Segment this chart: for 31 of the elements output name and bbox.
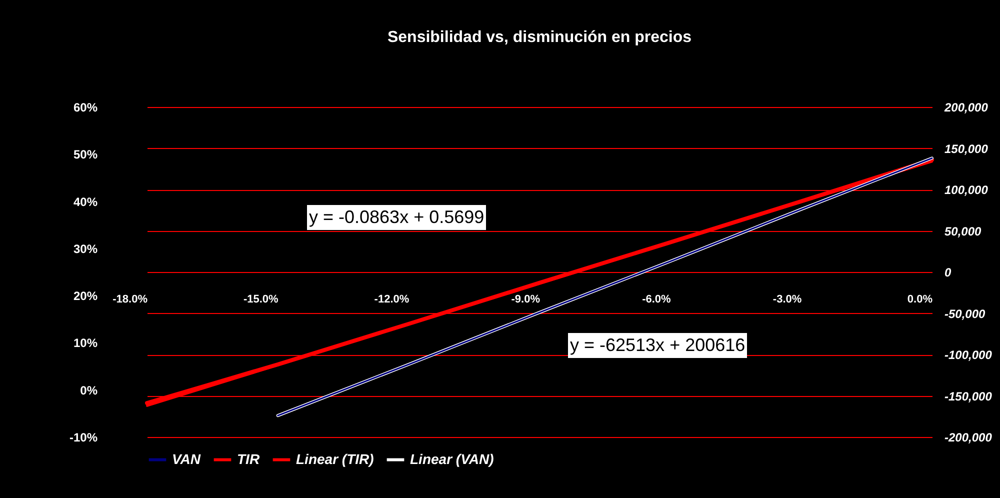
y-tick-label: 40% <box>73 194 98 209</box>
annotation: y = -0.0863x + 0.5699 <box>307 205 486 230</box>
x-tick-label: -6.0% <box>642 294 672 306</box>
y-tick-label: 20% <box>73 289 98 304</box>
x-tick-label: -18.0% <box>112 294 148 306</box>
y-tick-label: 0% <box>80 383 98 398</box>
y2-tick-label: -200,000 <box>944 430 992 444</box>
y2-tick-label: -100,000 <box>944 348 992 362</box>
y2-tick-label: 150,000 <box>944 142 988 156</box>
legend-label: VAN <box>172 450 202 467</box>
x-tick-label: -15.0% <box>243 294 279 306</box>
x-tick-label: -9.0% <box>511 294 540 306</box>
y-tick-label: -10% <box>69 430 98 444</box>
y2-tick-label: -150,000 <box>944 389 992 404</box>
y-tick-label: 50% <box>73 148 98 162</box>
y-tick-label: 10% <box>73 336 98 350</box>
chart-title: Sensibilidad vs, disminución en precios <box>387 29 692 46</box>
y2-tick-label: 0 <box>944 266 952 280</box>
x-tick-label: 0.0% <box>907 294 933 306</box>
y-tick-label: 30% <box>73 242 98 256</box>
y-tick-label: 60% <box>73 100 98 114</box>
x-tick-label: -12.0% <box>374 294 410 306</box>
annotation: y = -62513x + 200616 <box>568 333 748 358</box>
y2-tick-label: 200,000 <box>944 100 988 114</box>
legend-label: Linear (VAN) <box>410 450 494 467</box>
y2-tick-label: 100,000 <box>944 183 988 197</box>
legend-label: Linear (TIR) <box>296 450 374 467</box>
y2-tick-label: -50,000 <box>944 306 986 321</box>
legend-label: TIR <box>237 450 260 467</box>
x-tick-label: -3.0% <box>772 294 802 306</box>
y2-tick-label: 50,000 <box>944 224 982 238</box>
